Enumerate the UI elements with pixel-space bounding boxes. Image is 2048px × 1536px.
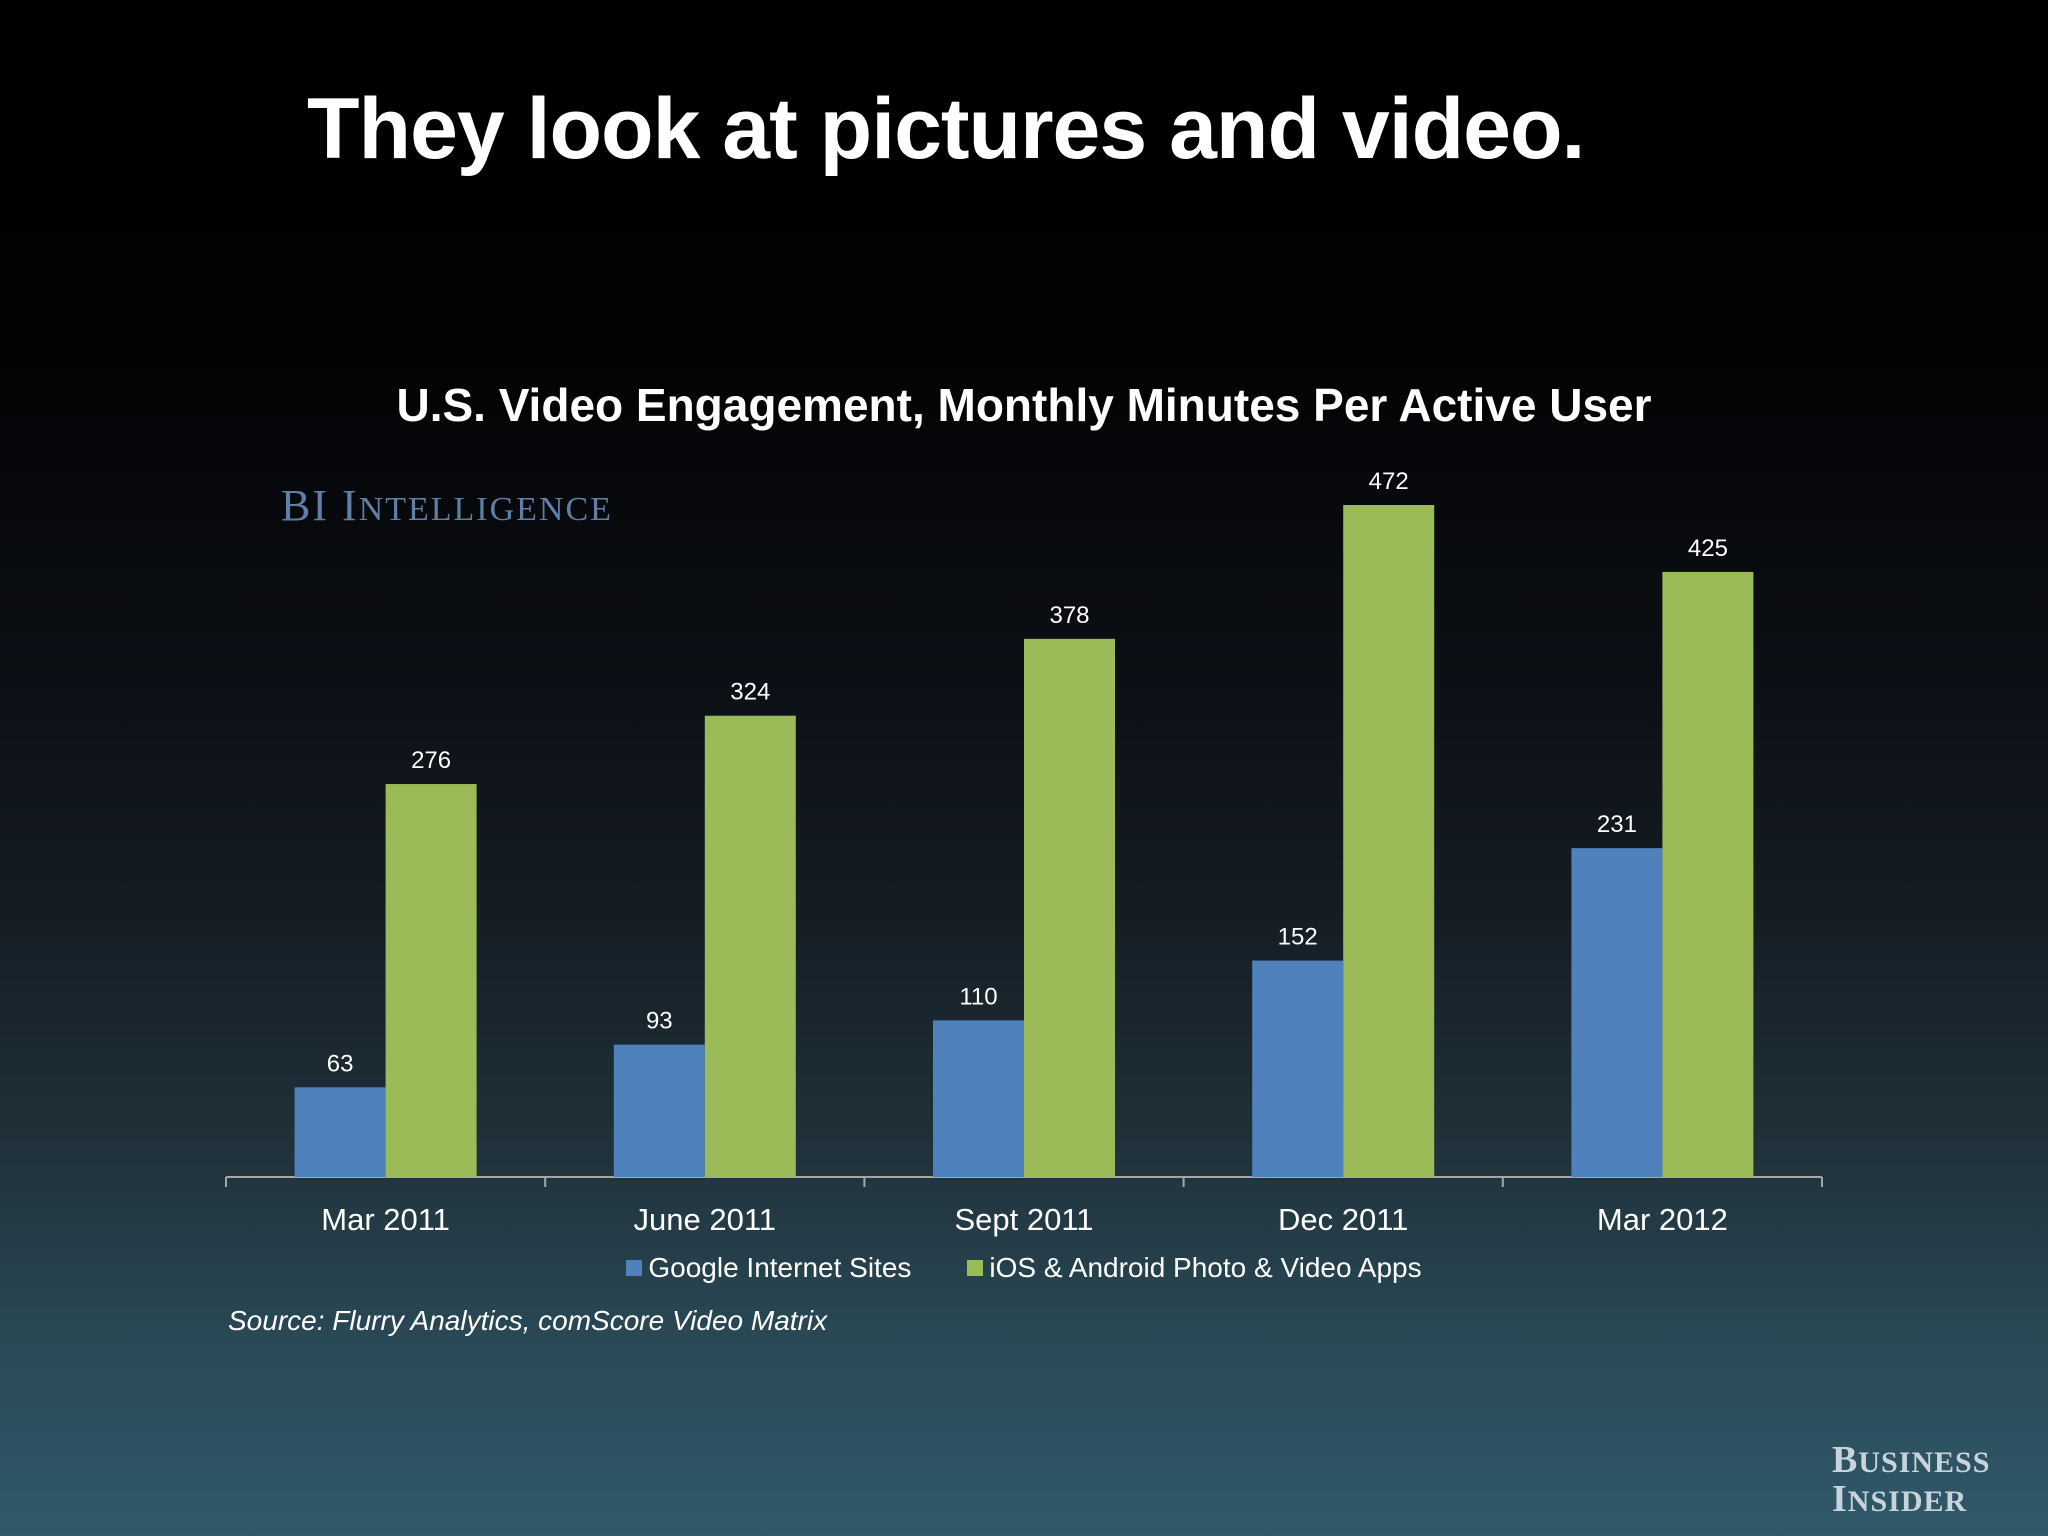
- data-label: 110: [959, 983, 997, 1010]
- bar-google-1: [613, 1044, 705, 1177]
- bar-apps-2: [1024, 638, 1115, 1177]
- watermark-second-rest: NTELLIGENCE: [358, 491, 613, 528]
- chart-title: U.S. Video Engagement, Monthly Minutes P…: [396, 379, 1652, 431]
- bar-google-3: [1252, 960, 1344, 1177]
- x-tick-label: Dec 2011: [1278, 1202, 1408, 1237]
- logo-line-1: BUSINESS: [1832, 1439, 1991, 1481]
- legend-item-1: iOS & Android Photo & Video Apps: [967, 1252, 1422, 1284]
- data-label: 378: [1049, 602, 1089, 629]
- bar-apps-4: [1662, 571, 1754, 1177]
- bar-google-2: [933, 1020, 1024, 1177]
- logo-line-2-rest: NSIDER: [1847, 1485, 1968, 1518]
- chart-legend: Google Internet Sites iOS & Android Photo…: [0, 1252, 2048, 1284]
- legend-item-0: Google Internet Sites: [626, 1252, 911, 1284]
- x-tick-label: Mar 2011: [321, 1202, 450, 1237]
- bar-google-4: [1571, 848, 1663, 1177]
- data-label: 425: [1688, 535, 1728, 562]
- logo-line-2: INSIDER: [1832, 1478, 1990, 1520]
- bar-google-0: [294, 1087, 386, 1177]
- data-label: 231: [1597, 811, 1637, 838]
- watermark-first-word: BI: [281, 481, 329, 530]
- data-label: 472: [1369, 468, 1409, 495]
- bi-intelligence-watermark: BI INTELLIGENCE: [281, 480, 613, 531]
- slide-title: They look at pictures and video.: [307, 81, 1585, 177]
- bar-apps-1: [704, 715, 796, 1177]
- source-note: Source: Flurry Analytics, comScore Video…: [228, 1305, 828, 1336]
- x-tick-label: Sept 2011: [954, 1202, 1093, 1237]
- legend-label: iOS & Android Photo & Video Apps: [989, 1252, 1422, 1283]
- watermark-second-initial: I: [342, 481, 359, 530]
- business-insider-logo: BUSINESS INSIDER: [1832, 1439, 1991, 1520]
- x-tick-label: Mar 2012: [1597, 1202, 1728, 1237]
- logo-line-2-initial: I: [1832, 1478, 1848, 1520]
- data-label: 276: [411, 747, 451, 774]
- legend-swatch: [626, 1260, 643, 1276]
- data-label: 324: [730, 679, 770, 706]
- legend-label: Google Internet Sites: [648, 1252, 912, 1283]
- logo-line-1-rest: USINESS: [1858, 1446, 1991, 1479]
- x-tick-label: June 2011: [634, 1202, 777, 1237]
- bar-apps-0: [385, 784, 477, 1177]
- data-label: 93: [646, 1008, 673, 1035]
- data-label: 63: [327, 1050, 354, 1077]
- data-label: 152: [1278, 924, 1318, 951]
- bar-apps-3: [1343, 505, 1435, 1177]
- legend-swatch: [967, 1260, 984, 1276]
- logo-line-1-initial: B: [1832, 1439, 1859, 1481]
